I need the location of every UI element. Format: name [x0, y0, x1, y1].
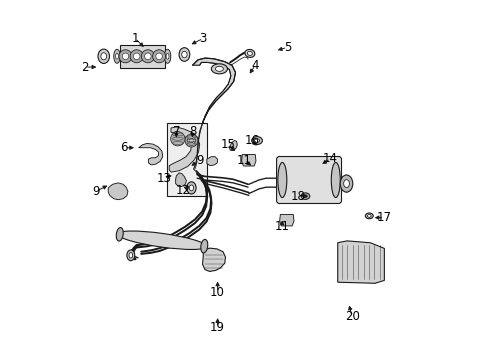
- Circle shape: [174, 134, 178, 137]
- Ellipse shape: [251, 136, 262, 144]
- Ellipse shape: [129, 253, 132, 258]
- Circle shape: [173, 134, 182, 143]
- Polygon shape: [279, 215, 293, 226]
- Text: 10: 10: [210, 287, 224, 300]
- Polygon shape: [206, 157, 217, 166]
- Text: 11: 11: [274, 220, 289, 233]
- Text: 11: 11: [237, 154, 251, 167]
- Ellipse shape: [254, 139, 259, 142]
- Ellipse shape: [330, 162, 340, 198]
- Polygon shape: [202, 248, 225, 271]
- Ellipse shape: [189, 185, 193, 191]
- Text: 15: 15: [221, 138, 235, 150]
- Circle shape: [119, 50, 132, 63]
- Ellipse shape: [116, 228, 123, 241]
- Circle shape: [187, 136, 195, 144]
- Text: 5: 5: [283, 41, 291, 54]
- Text: 13: 13: [156, 172, 171, 185]
- Polygon shape: [139, 143, 163, 165]
- Ellipse shape: [215, 66, 223, 71]
- Circle shape: [130, 50, 143, 63]
- Ellipse shape: [186, 182, 196, 194]
- Polygon shape: [169, 127, 199, 172]
- Ellipse shape: [244, 49, 254, 57]
- Polygon shape: [192, 58, 235, 171]
- Text: 12: 12: [176, 184, 191, 197]
- Circle shape: [170, 132, 184, 146]
- Polygon shape: [337, 241, 384, 283]
- Text: 3: 3: [199, 32, 206, 45]
- Text: 6: 6: [121, 141, 128, 154]
- Ellipse shape: [186, 143, 196, 145]
- Text: 2: 2: [81, 60, 88, 73]
- Ellipse shape: [179, 48, 189, 61]
- Ellipse shape: [247, 51, 252, 55]
- Ellipse shape: [172, 133, 183, 136]
- Polygon shape: [229, 140, 237, 150]
- Bar: [167, 123, 206, 196]
- Polygon shape: [108, 183, 128, 200]
- Text: 4: 4: [251, 59, 259, 72]
- Ellipse shape: [186, 139, 196, 142]
- Text: 1: 1: [131, 32, 139, 45]
- Ellipse shape: [343, 180, 349, 188]
- Text: 7: 7: [172, 125, 180, 138]
- Circle shape: [184, 134, 198, 147]
- Ellipse shape: [211, 64, 227, 74]
- Ellipse shape: [365, 213, 372, 219]
- Text: 14: 14: [323, 152, 337, 165]
- Text: 18: 18: [290, 190, 305, 203]
- Text: 8: 8: [188, 125, 196, 138]
- Circle shape: [156, 53, 162, 59]
- Ellipse shape: [98, 49, 109, 63]
- Ellipse shape: [117, 231, 206, 249]
- Ellipse shape: [114, 49, 120, 63]
- Circle shape: [187, 139, 190, 142]
- Ellipse shape: [201, 239, 207, 253]
- Ellipse shape: [164, 49, 170, 63]
- Ellipse shape: [115, 53, 118, 59]
- Text: 9: 9: [196, 154, 203, 167]
- Text: 20: 20: [344, 310, 359, 324]
- Ellipse shape: [126, 250, 135, 261]
- Circle shape: [175, 136, 180, 141]
- Circle shape: [185, 137, 192, 144]
- Ellipse shape: [182, 51, 187, 58]
- Circle shape: [133, 53, 140, 59]
- Ellipse shape: [301, 193, 309, 199]
- Circle shape: [144, 53, 151, 59]
- Polygon shape: [241, 154, 255, 166]
- Text: 17: 17: [376, 211, 391, 224]
- Circle shape: [141, 50, 154, 63]
- Circle shape: [189, 138, 193, 143]
- FancyBboxPatch shape: [276, 157, 341, 203]
- Text: 9: 9: [92, 185, 99, 198]
- Circle shape: [172, 132, 180, 139]
- Circle shape: [152, 50, 165, 63]
- Text: 19: 19: [210, 321, 224, 334]
- Ellipse shape: [277, 162, 286, 198]
- Text: 16: 16: [244, 134, 259, 147]
- Ellipse shape: [172, 137, 183, 140]
- Circle shape: [122, 53, 128, 59]
- Ellipse shape: [340, 175, 352, 192]
- Polygon shape: [175, 173, 186, 186]
- Ellipse shape: [166, 53, 169, 59]
- Ellipse shape: [172, 141, 183, 144]
- Polygon shape: [120, 45, 164, 68]
- Ellipse shape: [101, 53, 106, 60]
- Ellipse shape: [186, 136, 196, 138]
- Ellipse shape: [303, 195, 306, 198]
- Ellipse shape: [367, 215, 370, 217]
